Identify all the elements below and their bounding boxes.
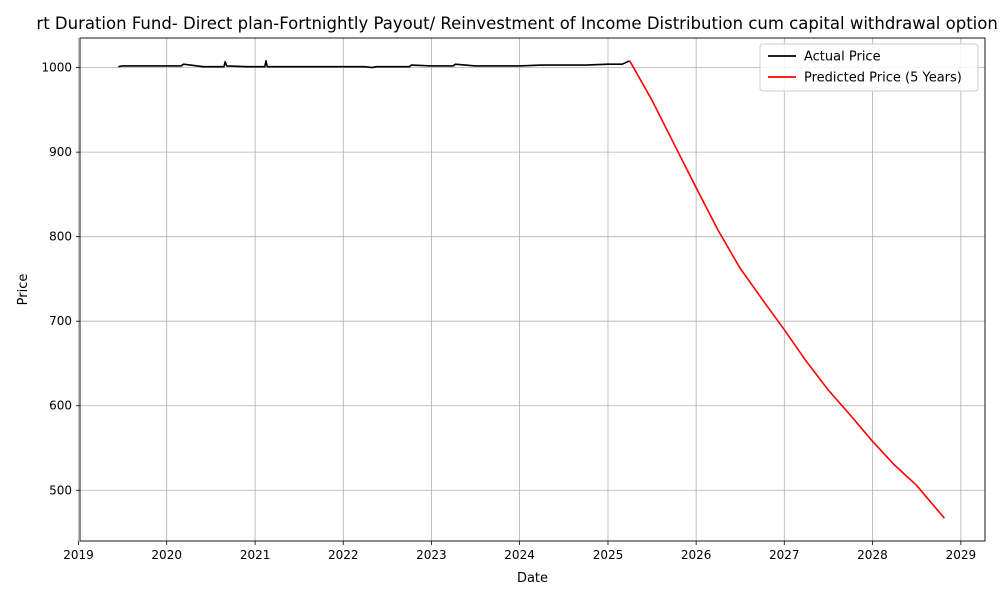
y-axis-label: Price [16, 274, 31, 306]
x-axis-label: Date [517, 571, 548, 586]
series-layer [118, 59, 946, 519]
legend-box [759, 43, 979, 92]
y-tick-label: 900 [49, 145, 72, 159]
x-tick-label: 2019 [63, 548, 94, 562]
x-tick-label: 2026 [681, 548, 712, 562]
y-tick-label: 700 [49, 314, 72, 328]
series-line-0 [118, 59, 631, 69]
x-tick-label: 2027 [769, 548, 800, 562]
ticks: 2019 2020 2021 2022 2023 2024 2025 2026 2027 2028… [41, 61, 976, 562]
x-tick-label: 2024 [504, 548, 535, 562]
x-tick-label: 2020 [151, 548, 182, 562]
series-line-1 [629, 60, 946, 519]
x-tick-label: 2022 [328, 548, 359, 562]
x-tick-label: 2029 [946, 548, 977, 562]
x-tick-label: 2023 [416, 548, 447, 562]
x-tick-label: 2028 [857, 548, 888, 562]
plot-frame [79, 37, 986, 542]
legend-label-0: Actual Price [804, 50, 881, 65]
y-tick-label: 600 [49, 399, 72, 413]
legend-label-1: Predicted Price (5 Years) [804, 71, 962, 86]
grid [78, 38, 985, 541]
y-tick-label: 500 [49, 483, 72, 497]
x-tick-label: 2025 [593, 548, 624, 562]
y-tick-label: 800 [49, 230, 72, 244]
chart-title: rt Duration Fund- Direct plan-Fortnightl… [36, 14, 1000, 33]
legend: Actual Price Predicted Price (5 Years) [759, 43, 979, 92]
x-tick-label: 2021 [240, 548, 271, 562]
y-tick-label: 1000 [41, 61, 72, 75]
